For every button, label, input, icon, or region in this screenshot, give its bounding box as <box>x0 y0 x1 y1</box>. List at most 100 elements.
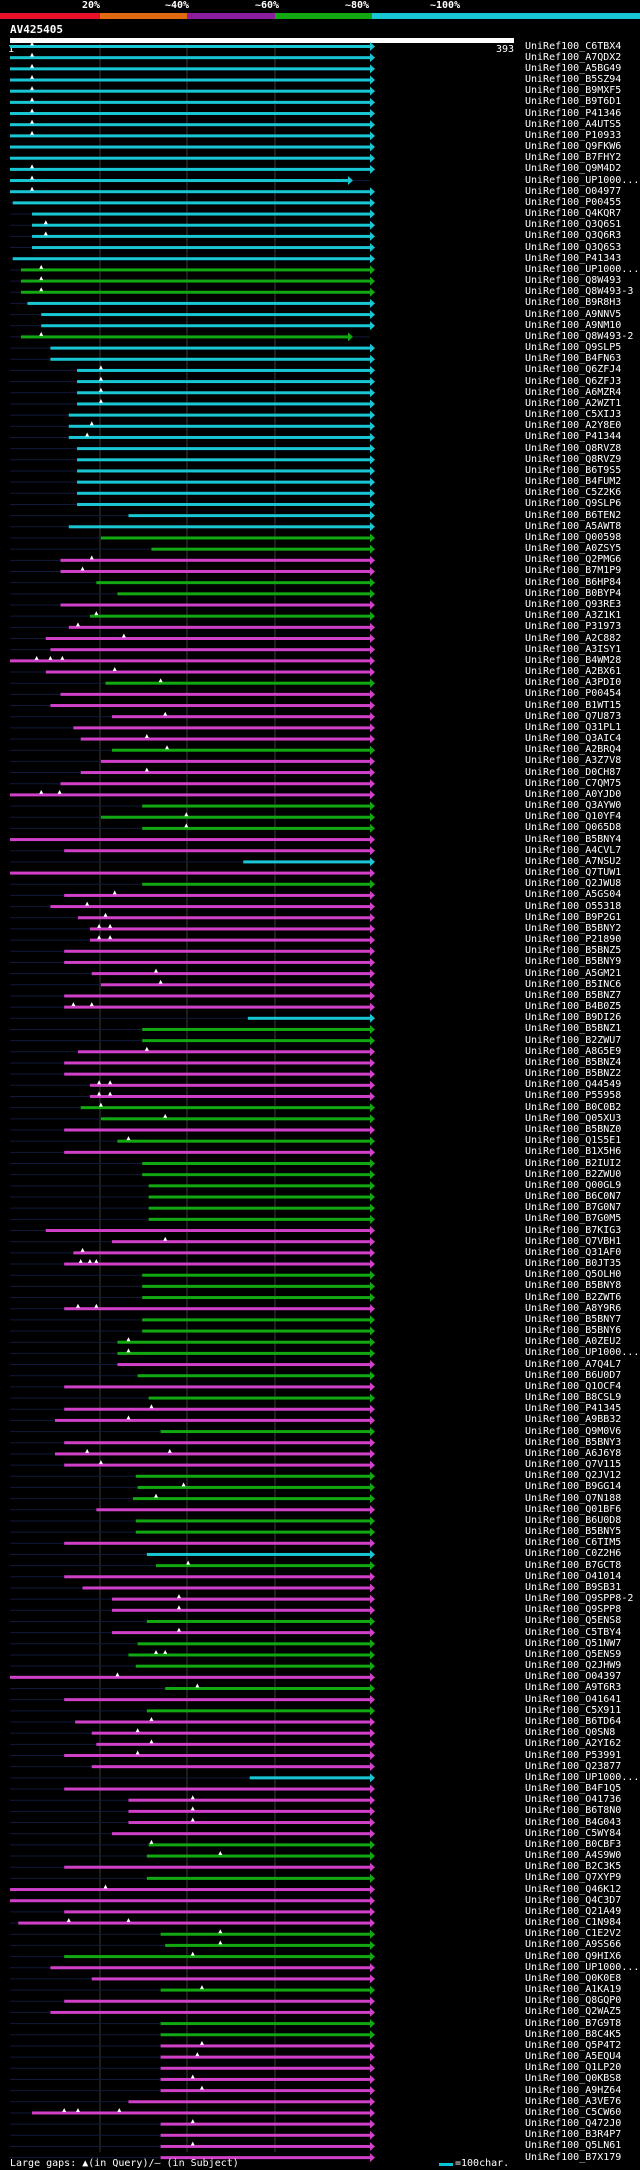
hit-accession-link[interactable]: UniRef100_Q0KBS8 <box>525 2073 622 2085</box>
hit-row[interactable] <box>10 1773 375 1783</box>
hit-accession-link[interactable]: UniRef100_B9DI26 <box>525 1012 622 1024</box>
hit-row[interactable] <box>10 1549 375 1559</box>
hit-accession-link[interactable]: UniRef100_B2IUI2 <box>525 1157 622 1169</box>
hit-accession-link[interactable]: UniRef100_B9R8H3 <box>525 297 622 309</box>
hit-row[interactable] <box>10 1505 375 1515</box>
hit-accession-link[interactable]: UniRef100_C7QM75 <box>525 777 622 789</box>
hit-row[interactable] <box>10 1393 375 1403</box>
hit-accession-link[interactable]: UniRef100_B7X179 <box>525 2151 622 2163</box>
hit-accession-link[interactable]: UniRef100_B6T8N0 <box>525 1805 622 1817</box>
hit-accession-link[interactable]: UniRef100_Q23877 <box>525 1760 622 1772</box>
hit-row[interactable] <box>10 1795 375 1805</box>
hit-row[interactable] <box>10 923 375 934</box>
hit-accession-link[interactable]: UniRef100_Q2WAZ5 <box>525 2006 622 2018</box>
hit-row[interactable] <box>10 1315 375 1325</box>
hit-accession-link[interactable]: UniRef100_A1KA19 <box>525 1984 622 1996</box>
hit-row[interactable] <box>10 466 375 476</box>
hit-accession-link[interactable]: UniRef100_A9SS66 <box>525 1939 622 1951</box>
hit-row[interactable] <box>10 1896 375 1906</box>
hit-row[interactable] <box>10 86 375 96</box>
hit-accession-link[interactable]: UniRef100_B3R4P7 <box>525 2129 622 2141</box>
hit-accession-link[interactable]: UniRef100_A5AWT8 <box>525 520 622 532</box>
hit-accession-link[interactable]: UniRef100_Q44549 <box>525 1079 622 1091</box>
hit-accession-link[interactable]: UniRef100_A6MZR4 <box>525 386 622 398</box>
hit-accession-link[interactable]: UniRef100_A0ZEU2 <box>525 1336 622 1348</box>
hit-accession-link[interactable]: UniRef100_B6U0D7 <box>525 1369 622 1381</box>
hit-accession-link[interactable]: UniRef100_B5INC6 <box>525 978 622 990</box>
hit-row[interactable] <box>10 511 375 521</box>
hit-row[interactable] <box>10 231 375 241</box>
hit-row[interactable] <box>10 1985 375 1995</box>
hit-row[interactable] <box>10 175 370 186</box>
hit-accession-link[interactable]: UniRef100_B0CBF3 <box>525 1838 622 1850</box>
hit-accession-link[interactable]: UniRef100_B5BNZ1 <box>525 1023 622 1035</box>
hit-accession-link[interactable]: UniRef100_Q93RE3 <box>525 599 622 610</box>
hit-accession-link[interactable]: UniRef100_Q5P4T2 <box>525 2039 622 2051</box>
hit-row[interactable] <box>10 1236 375 1247</box>
hit-accession-link[interactable]: UniRef100_Q01BF6 <box>525 1503 622 1515</box>
hit-row[interactable] <box>10 41 375 52</box>
hit-accession-link[interactable]: UniRef100_A3Z1K1 <box>525 610 622 622</box>
hit-row[interactable] <box>10 1091 375 1101</box>
hit-row[interactable] <box>10 1884 375 1895</box>
hit-accession-link[interactable]: UniRef100_P21890 <box>525 934 622 946</box>
hit-accession-link[interactable]: UniRef100_A5EQU4 <box>525 2051 622 2063</box>
hit-row[interactable] <box>10 1784 375 1794</box>
hit-row[interactable] <box>10 365 375 375</box>
hit-accession-link[interactable]: UniRef100_P31973 <box>525 621 622 633</box>
hit-row[interactable] <box>10 991 375 1001</box>
hit-accession-link[interactable]: UniRef100_A5GS04 <box>525 889 622 901</box>
hit-row[interactable] <box>10 1762 375 1772</box>
hit-row[interactable] <box>10 745 375 755</box>
hit-row[interactable] <box>10 1102 375 1113</box>
hit-row[interactable] <box>10 499 375 509</box>
hit-accession-link[interactable]: UniRef100_C5TBY4 <box>525 1626 622 1638</box>
hit-row[interactable] <box>10 846 375 856</box>
hit-row[interactable] <box>10 600 375 610</box>
hit-accession-link[interactable]: UniRef100_Q9SLP5 <box>525 342 622 354</box>
hit-accession-link[interactable]: UniRef100_A7Q4L7 <box>525 1358 622 1370</box>
hit-row[interactable] <box>10 2141 375 2151</box>
hit-accession-link[interactable]: UniRef100_B5BNY9 <box>525 956 622 968</box>
hit-accession-link[interactable]: UniRef100_B7KIG3 <box>525 1224 622 1236</box>
hit-row[interactable] <box>10 198 375 208</box>
hit-accession-link[interactable]: UniRef100_Q3AYW0 <box>525 800 622 812</box>
hit-accession-link[interactable]: UniRef100_A9T6R3 <box>525 1682 622 1694</box>
hit-row[interactable] <box>10 220 375 230</box>
hit-accession-link[interactable]: UniRef100_B6TD64 <box>525 1716 622 1727</box>
hit-row[interactable] <box>10 354 375 364</box>
hit-row[interactable] <box>10 264 375 275</box>
hit-row[interactable] <box>10 1326 375 1336</box>
hit-accession-link[interactable]: UniRef100_B4FUM2 <box>525 476 622 488</box>
hit-row[interactable] <box>10 2063 375 2073</box>
hit-accession-link[interactable]: UniRef100_B6C0N7 <box>525 1191 622 1202</box>
hit-row[interactable] <box>10 2107 375 2118</box>
hit-row[interactable] <box>10 868 375 878</box>
hit-accession-link[interactable]: UniRef100_Q472J0 <box>525 2118 622 2130</box>
hit-accession-link[interactable]: UniRef100_B5BNY3 <box>525 1436 622 1448</box>
hit-accession-link[interactable]: UniRef100_B6T9S5 <box>525 464 622 476</box>
hit-row[interactable] <box>10 1616 375 1626</box>
hit-accession-link[interactable]: UniRef100_Q6ZFJ3 <box>525 375 622 387</box>
hit-accession-link[interactable]: UniRef100_Q8GQP0 <box>525 1995 622 2007</box>
hit-accession-link[interactable]: UniRef100_UP1000... <box>525 1347 640 1359</box>
hit-accession-link[interactable]: UniRef100_C5WY84 <box>525 1827 622 1839</box>
hit-row[interactable] <box>10 1147 375 1157</box>
hit-row[interactable] <box>10 2030 375 2040</box>
hit-accession-link[interactable]: UniRef100_Q2PMG6 <box>525 554 622 566</box>
hit-accession-link[interactable]: UniRef100_B7GCT8 <box>525 1559 622 1571</box>
hit-row[interactable] <box>10 1293 375 1303</box>
hit-row[interactable] <box>10 633 375 644</box>
hit-accession-link[interactable]: UniRef100_A2WZT1 <box>525 397 622 409</box>
hit-row[interactable] <box>10 421 375 431</box>
hit-row[interactable] <box>10 1750 375 1761</box>
hit-row[interactable] <box>10 1829 375 1839</box>
hit-row[interactable] <box>10 2097 375 2107</box>
hit-row[interactable] <box>10 2119 375 2129</box>
hit-accession-link[interactable]: UniRef100_Q8RVZ9 <box>525 453 622 465</box>
hit-row[interactable] <box>10 1739 375 1749</box>
hit-accession-link[interactable]: UniRef100_O41641 <box>525 1693 622 1705</box>
hit-row[interactable] <box>10 1627 375 1638</box>
hit-row[interactable] <box>10 343 375 353</box>
hit-accession-link[interactable]: UniRef100_O41014 <box>525 1570 622 1582</box>
